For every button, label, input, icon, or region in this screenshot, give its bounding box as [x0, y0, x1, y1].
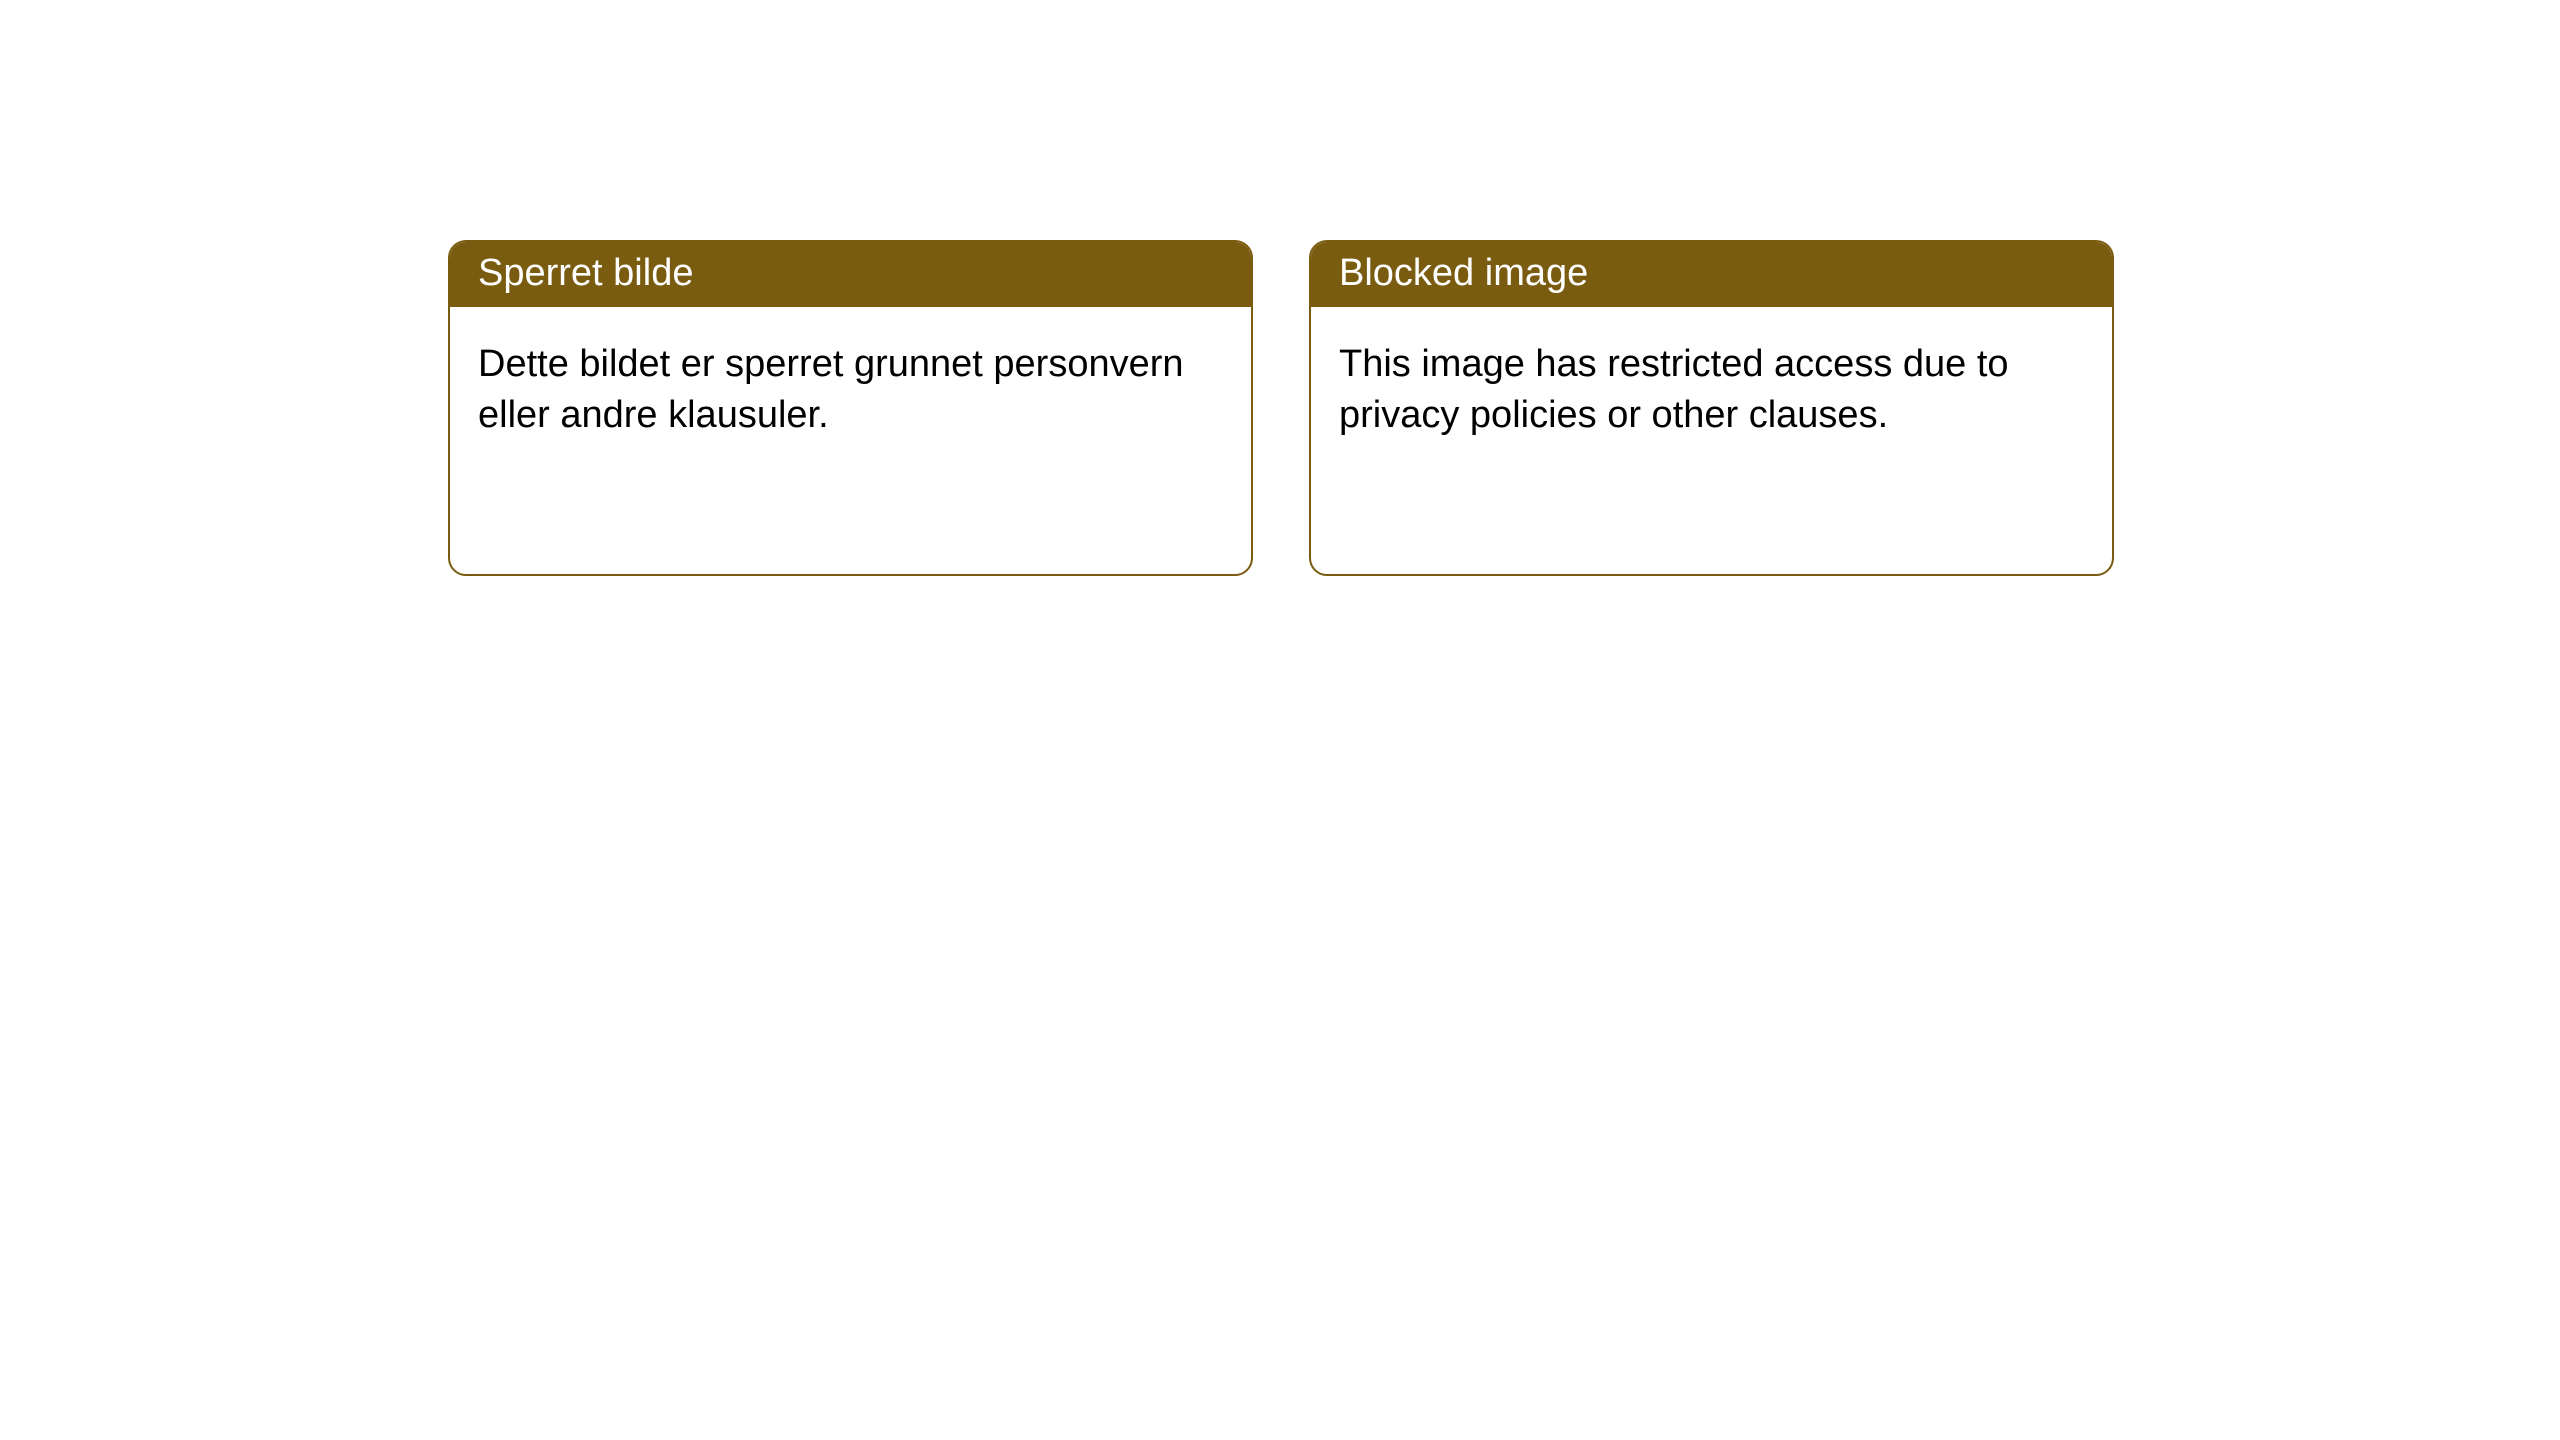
notice-header: Blocked image	[1311, 242, 2112, 307]
notice-body: This image has restricted access due to …	[1311, 307, 2112, 474]
notice-title: Sperret bilde	[478, 252, 693, 294]
notice-card-english: Blocked image This image has restricted …	[1309, 240, 2114, 576]
notice-body-text: This image has restricted access due to …	[1339, 343, 2009, 436]
notice-body-text: Dette bildet er sperret grunnet personve…	[478, 343, 1184, 436]
notice-card-norwegian: Sperret bilde Dette bildet er sperret gr…	[448, 240, 1253, 576]
notice-body: Dette bildet er sperret grunnet personve…	[450, 307, 1251, 474]
notice-title: Blocked image	[1339, 252, 1588, 294]
notice-container: Sperret bilde Dette bildet er sperret gr…	[0, 0, 2560, 576]
notice-header: Sperret bilde	[450, 242, 1251, 307]
